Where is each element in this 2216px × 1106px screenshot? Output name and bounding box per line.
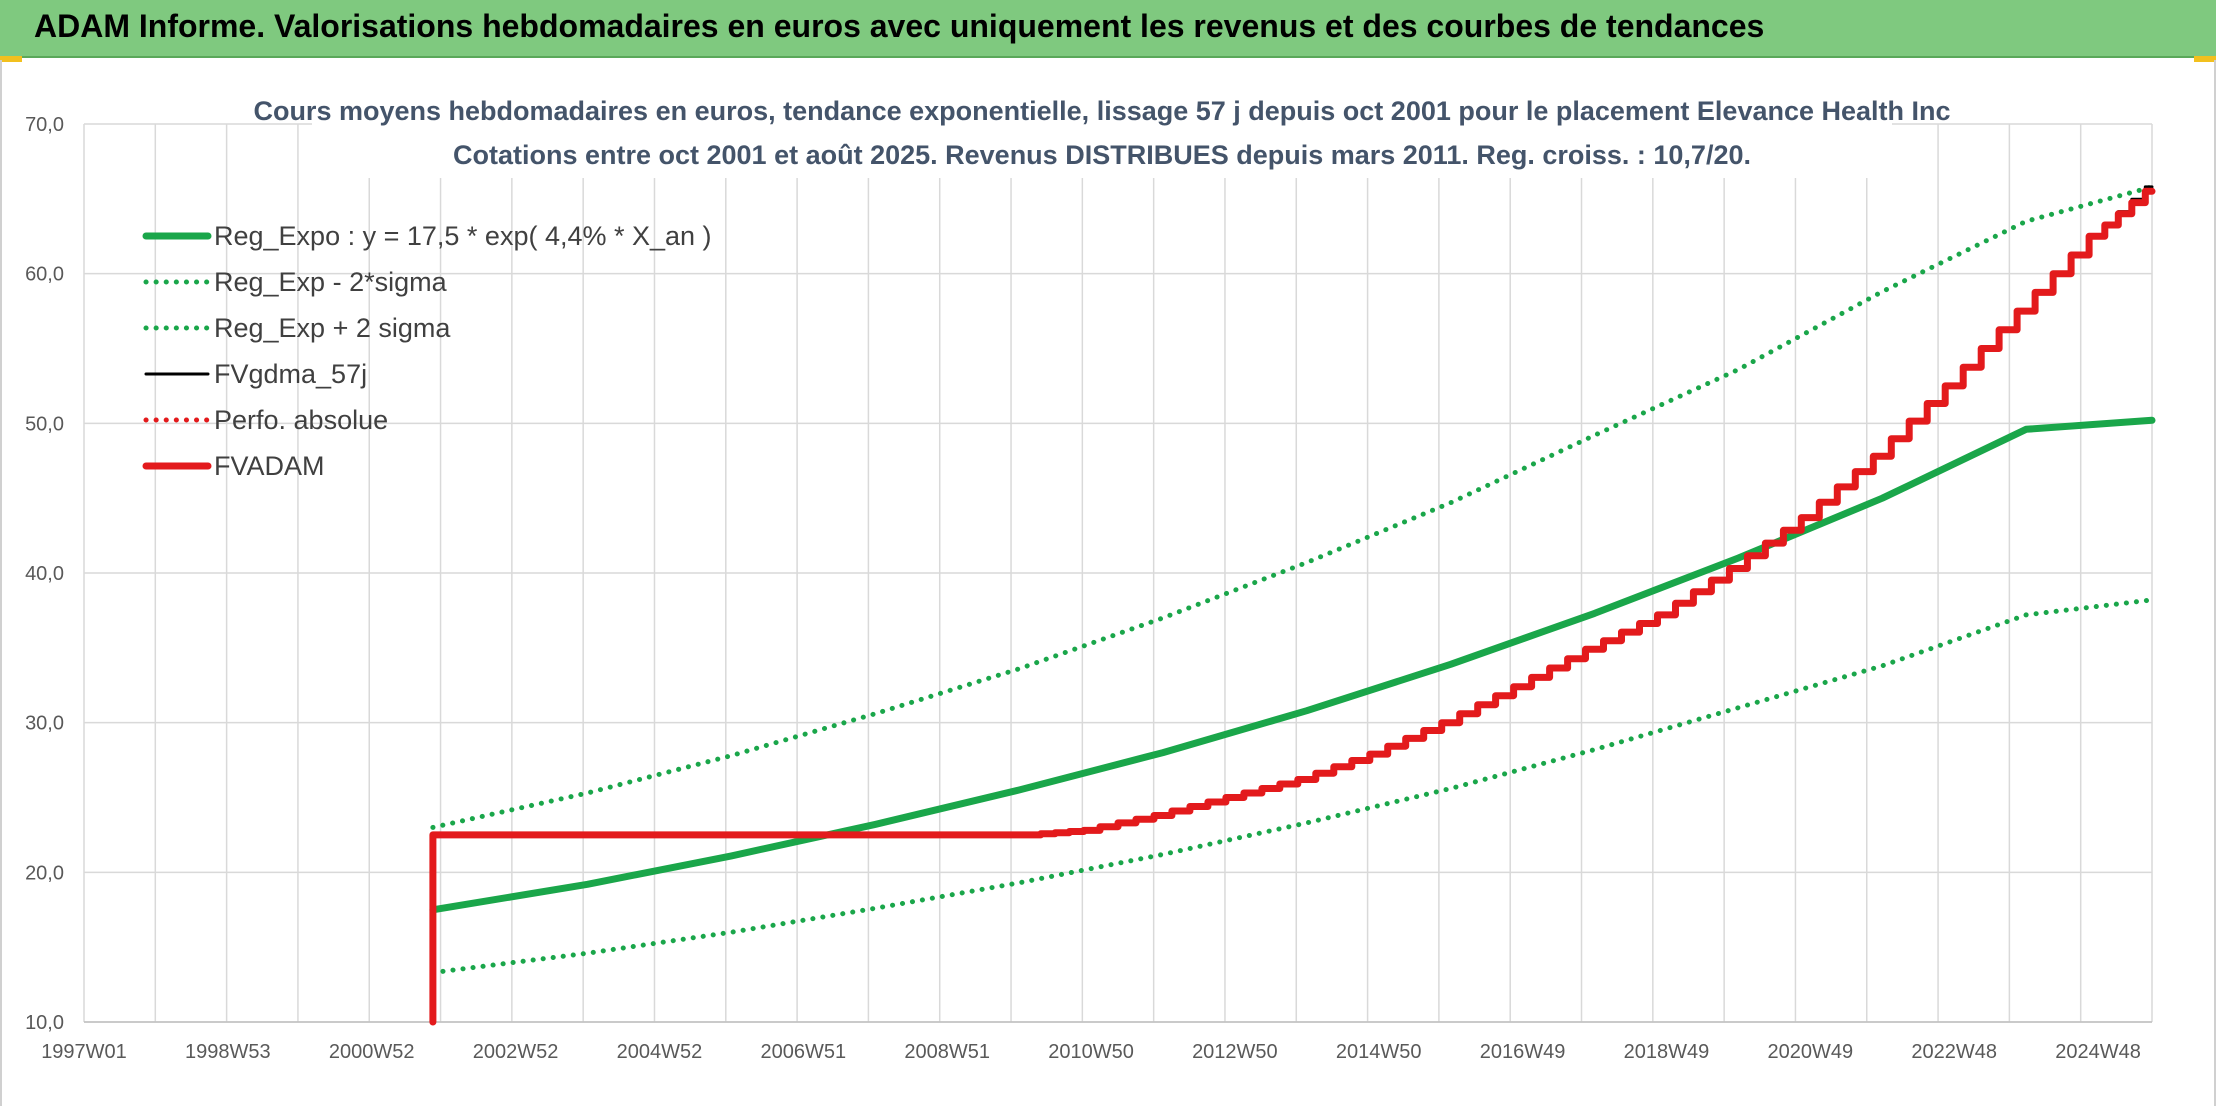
series-line-1 [430,597,2155,976]
report-title: ADAM Informe. Valorisations hebdomadaire… [34,8,1765,44]
x-tick-label: 2002W52 [473,1041,559,1063]
y-tick-label: 50,0 [25,413,64,435]
chart-subtitle: Cotations entre oct 2001 et août 2025. R… [453,140,1751,170]
x-tick-label: 2010W50 [1048,1041,1134,1063]
corner-accent-right [2194,56,2216,62]
x-tick-label: 2024W48 [2055,1041,2141,1063]
y-tick-label: 60,0 [25,264,64,286]
x-tick-label: 2020W49 [1768,1041,1854,1063]
legend-label: Reg_Exp + 2 sigma [214,313,451,343]
series-line-2 [430,184,2155,830]
legend-label: Perfo. absolue [214,405,388,435]
legend-label: Reg_Exp - 2*sigma [214,267,448,297]
y-tick-label: 70,0 [25,114,64,136]
x-tick-label: 2014W50 [1336,1041,1422,1063]
x-tick-label: 1997W01 [41,1041,127,1063]
x-tick-label: 2016W49 [1480,1041,1566,1063]
y-tick-label: 10,0 [25,1012,64,1034]
legend-label: Reg_Expo : y = 17,5 * exp( 4,4% * X_an ) [214,221,712,251]
report-header: ADAM Informe. Valorisations hebdomadaire… [0,0,2216,58]
series-line-5 [429,187,2156,1026]
y-tick-label: 30,0 [25,713,64,735]
y-tick-label: 40,0 [25,563,64,585]
series-line-0 [429,416,2156,914]
x-tick-label: 2000W52 [329,1041,415,1063]
x-tick-label: 2008W51 [904,1041,990,1063]
x-tick-label: 2006W51 [760,1041,846,1063]
y-tick-label: 20,0 [25,862,64,884]
legend-label: FVADAM [214,451,325,481]
x-tick-label: 2012W50 [1192,1041,1278,1063]
chart-grid [83,123,2153,1023]
title-background [312,92,1892,178]
axis-ticks: 10,0 20,0 30,0 40,0 50,0 60,0 70,0 1997W01 1998W… [25,114,2141,1063]
chart-legend: Reg_Expo : y = 17,5 * exp( 4,4% * X_an )… [142,221,712,481]
chart-frame [0,60,2216,1106]
x-tick-label: 1998W53 [185,1041,271,1063]
x-tick-label: 2018W49 [1624,1041,1710,1063]
x-tick-label: 2022W48 [1911,1041,1997,1063]
chart-title: Cours moyens hebdomadaires en euros, ten… [253,96,1950,126]
chart-series [429,184,2156,1026]
x-tick-label: 2004W52 [617,1041,703,1063]
legend-label: FVgdma_57j [214,359,367,389]
series-line-3 [1032,185,2154,837]
corner-accent-left [0,56,22,62]
